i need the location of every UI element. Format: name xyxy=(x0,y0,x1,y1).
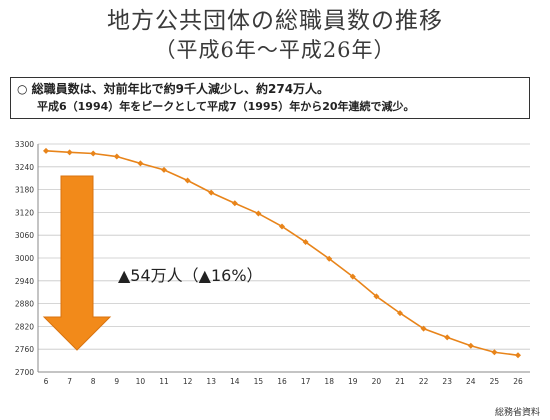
page-title: 地方公共団体の総職員数の推移 xyxy=(107,8,443,34)
x-tick-label: 11 xyxy=(159,377,169,386)
data-point xyxy=(397,310,403,317)
y-tick-label: 2820 xyxy=(15,322,34,331)
line-chart: 2700 2760 2820 2880 2940 3000 3060 3120 3180 3240… xyxy=(15,140,530,386)
x-tick-label: 23 xyxy=(442,377,452,386)
data-point xyxy=(302,239,309,246)
data-point xyxy=(515,352,521,359)
decrease-arrow xyxy=(42,175,112,351)
x-tick-label: 7 xyxy=(67,377,72,386)
x-tick-label: 6 xyxy=(44,377,49,386)
x-tick-label: 19 xyxy=(348,377,358,386)
data-point xyxy=(326,255,333,262)
data-point xyxy=(66,149,73,156)
decrease-annotation: ▲54万人（▲16%） xyxy=(118,266,263,285)
x-tick-label: 15 xyxy=(254,377,264,386)
y-tick-label: 3180 xyxy=(15,186,34,195)
data-point xyxy=(444,334,451,341)
x-tick-label: 25 xyxy=(490,377,500,386)
data-point xyxy=(161,166,167,173)
x-tick-label: 17 xyxy=(301,377,311,386)
data-point xyxy=(90,150,97,157)
y-tick-label: 3000 xyxy=(15,254,34,263)
summary-box: ○ 総職員数は、対前年比で約9千人減少し、約274万人。 平成6（1994）年を… xyxy=(10,77,530,119)
y-tick-label: 3120 xyxy=(15,208,34,217)
y-tick-label: 2700 xyxy=(15,368,34,377)
x-tick-label: 22 xyxy=(419,377,429,386)
y-tick-label: 2760 xyxy=(15,345,34,354)
x-axis: 6 7 8 9 10 11 12 13 14 15 16 17 18 19 20 21 22 23 24 25 26 xyxy=(44,377,523,386)
y-tick-label: 2880 xyxy=(15,300,34,309)
x-tick-label: 24 xyxy=(466,377,476,386)
x-tick-label: 20 xyxy=(372,377,382,386)
y-tick-label: 3060 xyxy=(15,231,34,240)
x-tick-label: 18 xyxy=(324,377,334,386)
summary-line-1: ○ 総職員数は、対前年比で約9千人減少し、約274万人。 xyxy=(17,82,330,96)
x-tick-label: 12 xyxy=(183,377,193,386)
data-point xyxy=(491,349,498,356)
y-tick-label: 3300 xyxy=(15,140,34,149)
x-tick-label: 10 xyxy=(136,377,146,386)
x-tick-label: 8 xyxy=(91,377,96,386)
x-tick-label: 21 xyxy=(395,377,405,386)
y-tick-label: 3240 xyxy=(15,163,34,172)
summary-line-2: 平成6（1994）年をピークとして平成7（1995）年から20年連続で減少。 xyxy=(37,100,415,113)
data-point xyxy=(467,342,474,349)
series-layer xyxy=(43,147,521,359)
down-arrow-icon xyxy=(42,175,112,351)
data-point xyxy=(255,210,262,217)
data-point xyxy=(373,293,380,300)
source-note: 総務省資料 xyxy=(494,408,540,418)
x-tick-label: 14 xyxy=(230,377,240,386)
data-point xyxy=(349,273,356,280)
x-tick-label: 9 xyxy=(114,377,119,386)
data-point xyxy=(231,200,238,207)
x-tick-label: 13 xyxy=(206,377,216,386)
data-point xyxy=(113,153,120,160)
data-point xyxy=(137,160,144,167)
y-axis: 2700 2760 2820 2880 2940 3000 3060 3120 3180 3240… xyxy=(15,140,34,377)
data-point xyxy=(208,189,215,196)
data-point xyxy=(43,147,49,154)
x-tick-label: 16 xyxy=(277,377,287,386)
data-point xyxy=(279,223,285,230)
x-tick-label: 26 xyxy=(513,377,523,386)
grid-layer xyxy=(37,143,530,373)
data-point xyxy=(184,177,191,184)
y-tick-label: 2940 xyxy=(15,277,34,286)
series-line xyxy=(45,150,519,357)
data-point xyxy=(420,325,427,332)
page-subtitle: （平成6年～平成26年） xyxy=(154,38,396,62)
